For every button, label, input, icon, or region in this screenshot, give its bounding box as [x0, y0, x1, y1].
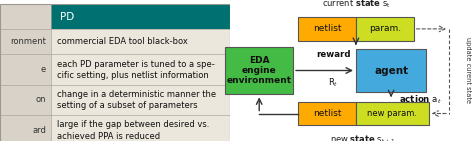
Bar	[0, 29, 51, 54]
Text: ronment: ronment	[10, 37, 46, 46]
Text: commercial EDA tool black-box: commercial EDA tool black-box	[57, 37, 188, 46]
Text: update curent state: update curent state	[465, 38, 471, 103]
Text: achieved PPA is reduced: achieved PPA is reduced	[57, 132, 161, 141]
Text: netlist: netlist	[313, 24, 341, 33]
Bar	[298, 102, 356, 125]
Bar	[51, 4, 230, 29]
Bar	[51, 85, 230, 115]
Text: new param.: new param.	[367, 109, 417, 118]
Bar	[225, 47, 293, 94]
Bar	[51, 115, 230, 141]
Text: PD: PD	[60, 12, 74, 22]
Text: ard: ard	[32, 126, 46, 135]
Text: netlist: netlist	[313, 109, 341, 118]
Bar	[0, 115, 51, 141]
Text: setting of a subset of parameters: setting of a subset of parameters	[57, 101, 198, 110]
Text: EDA
engine
environment: EDA engine environment	[227, 56, 292, 85]
Bar	[0, 85, 51, 115]
Text: each PD parameter is tuned to a spe-: each PD parameter is tuned to a spe-	[57, 60, 215, 69]
Text: reward: reward	[316, 49, 351, 59]
Text: R$_t$: R$_t$	[328, 76, 338, 89]
Bar	[0, 54, 51, 85]
Bar	[298, 17, 356, 41]
Bar	[0, 4, 51, 29]
Text: cific setting, plus netlist information: cific setting, plus netlist information	[57, 71, 209, 80]
Bar	[356, 49, 426, 92]
Text: param.: param.	[369, 24, 401, 33]
Text: new $\bf{state}$ $\rm{s_{t+1}}$: new $\bf{state}$ $\rm{s_{t+1}}$	[330, 134, 396, 141]
Bar	[356, 17, 414, 41]
Text: $\bf{action}$ a$_t$: $\bf{action}$ a$_t$	[399, 93, 441, 106]
Bar	[51, 29, 230, 54]
Text: e: e	[41, 65, 46, 74]
Text: current $\bf{state}$ $\rm{s_t}$: current $\bf{state}$ $\rm{s_t}$	[321, 0, 390, 10]
Text: on: on	[36, 95, 46, 104]
Bar	[51, 54, 230, 85]
Text: change in a deterministic manner the: change in a deterministic manner the	[57, 90, 217, 99]
Text: large if the gap between desired vs.: large if the gap between desired vs.	[57, 120, 210, 129]
Text: agent: agent	[374, 66, 408, 75]
Bar	[356, 102, 429, 125]
